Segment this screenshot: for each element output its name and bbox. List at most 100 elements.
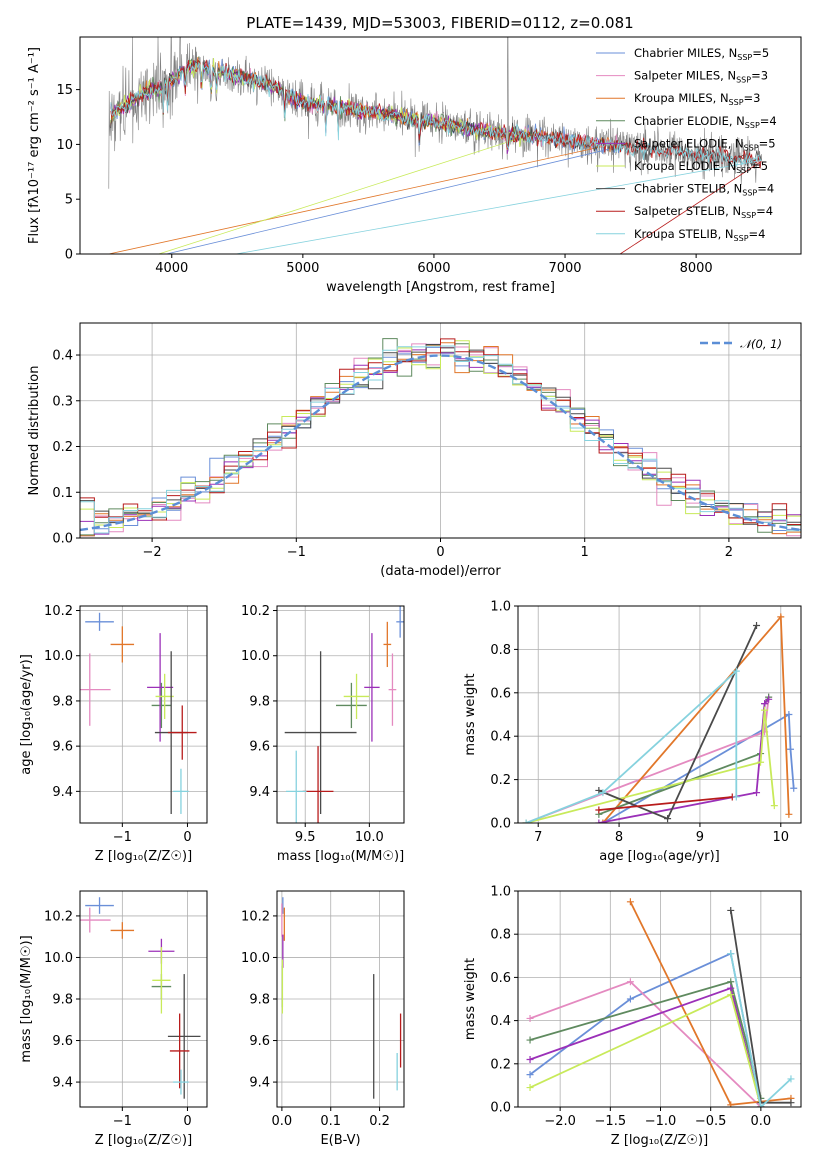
x-tick-label: −1.5 (595, 1114, 627, 1129)
series-line (525, 696, 770, 823)
legend-entry: Chabrier ELODIE, NSSP=4 (634, 114, 777, 130)
y-axis-label: mass weight (463, 673, 478, 755)
series-line (598, 625, 758, 820)
error-point (302, 746, 334, 823)
axes-box (79, 605, 208, 824)
x-axis-label: mass [log₁₀(M/M☉)] (277, 849, 404, 864)
series-marker (599, 819, 607, 823)
figure-title: PLATE=1439, MJD=53003, FIBERID=0112, z=0… (246, 14, 633, 32)
x-tick-label: 10 (773, 830, 790, 845)
y-tick-label: 0.8 (490, 928, 511, 943)
legend-entry: Salpeter ELODIE, NSSP=5 (634, 136, 776, 152)
series-marker (757, 1103, 765, 1107)
y-tick-label: 9.4 (52, 785, 73, 800)
series-line (529, 980, 762, 1099)
error-point (364, 633, 380, 742)
legend-entry: Kroupa MILES, NSSP=3 (634, 91, 760, 107)
weight-series (595, 695, 773, 823)
y-tick-label: 0.0 (52, 532, 73, 547)
series-marker (526, 1014, 534, 1022)
y-tick-label: 10.2 (44, 604, 73, 619)
x-tick-label: −0.5 (695, 1114, 727, 1129)
error-point (85, 897, 114, 914)
legend-entry: Salpeter MILES, NSSP=3 (634, 69, 768, 85)
y-tick-label: 0.2 (490, 1057, 511, 1072)
series-marker (753, 622, 761, 630)
legend-entry: Chabrier STELIB, NSSP=4 (634, 182, 774, 198)
series-marker (753, 789, 761, 797)
residual-histogram (80, 340, 801, 528)
panel-residuals: −2 −1 0 1 2 0.0 0.1 0.2 0.3 0.4 (data-model)/error… (27, 322, 802, 579)
weight-series (526, 991, 765, 1107)
x-tick-label: 0.0 (751, 1114, 772, 1129)
x-tick-label: 8 (615, 830, 623, 845)
panel-age-vs-mass: 9.5 10.0 9.4 9.6 9.8 10.0 10.2 mass [log₁₀(M/M☉… (241, 604, 405, 864)
panel-mass-vs-EBV: 0.0 0.1 0.2 9.4 9.6 9.8 10.0 10.2 E(B-V) (241, 890, 405, 1148)
axes-frame: −1 0 9.4 9.6 9.8 10.0 10.2 Z [log₁₀(Z/Z☉)] mass … (19, 890, 208, 1148)
legend-entry: Kroupa STELIB, NSSP=4 (634, 227, 765, 243)
error-point (167, 974, 201, 1099)
x-tick-label: 6000 (417, 261, 450, 276)
y-tick-label: 9.4 (249, 785, 270, 800)
y-tick-label: 0 (65, 248, 73, 263)
x-tick-label: 1 (581, 545, 589, 560)
series-marker (770, 802, 778, 810)
series-marker (785, 810, 793, 818)
x-axis-label: Z [log₁₀(Z/Z☉)] (95, 1133, 192, 1148)
axes-frame: −2 −1 0 1 2 0.0 0.1 0.2 0.3 0.4 (data-model)/error… (27, 322, 802, 579)
axes-frame: −1 0 9.4 9.6 9.8 10.0 10.2 Z [log₁₀(Z/Z☉)] age [… (19, 604, 208, 864)
weight-series (526, 978, 765, 1107)
y-tick-label: 9.8 (249, 993, 270, 1008)
y-axis-label: mass [log₁₀(M/M☉)] (19, 935, 34, 1062)
series-marker (522, 819, 530, 823)
y-axis-label: age [log₁₀(age/yr)] (19, 654, 34, 775)
error-point (80, 653, 111, 726)
legend: Chabrier MILES, NSSP=5 Salpeter MILES, NS… (596, 46, 777, 243)
series-marker (727, 991, 735, 999)
x-tick-label: 0.2 (369, 1114, 390, 1129)
error-point (343, 673, 370, 720)
series-marker (626, 978, 634, 986)
y-tick-label: 9.6 (249, 740, 270, 755)
y-tick-label: 0.6 (490, 686, 511, 701)
x-axis-label: Z [log₁₀(Z/Z☉)] (611, 1133, 708, 1148)
weight-series (526, 984, 765, 1107)
x-tick-label: −1 (113, 830, 132, 845)
weight-series (595, 622, 761, 823)
x-tick-label: 4000 (155, 261, 188, 276)
y-tick-label: 0.3 (52, 394, 73, 409)
series-marker (664, 815, 672, 823)
error-point (167, 705, 197, 760)
y-tick-label: 9.8 (249, 694, 270, 709)
x-tick-label: −1.0 (645, 1114, 677, 1129)
series-line (729, 953, 792, 1107)
x-tick-label: 0 (183, 1114, 191, 1129)
axes-frame: 9.5 10.0 9.4 9.6 9.8 10.0 10.2 mass [log₁₀(M/M☉… (241, 604, 405, 864)
series-marker (526, 1071, 534, 1079)
series-marker (727, 984, 735, 992)
legend-entry: Kroupa ELODIE, NSSP=5 (634, 159, 768, 175)
y-tick-label: 0.4 (490, 730, 511, 745)
error-point (173, 768, 189, 814)
residual-histogram (80, 345, 801, 534)
y-tick-label: 10.0 (44, 649, 73, 664)
weight-series (522, 667, 740, 823)
plot-area (284, 606, 404, 823)
series-marker (626, 995, 634, 1003)
y-tick-label: 10.2 (241, 909, 270, 924)
error-point (147, 633, 174, 742)
series-line (525, 669, 738, 823)
series-marker (790, 784, 798, 792)
series-marker (787, 1075, 795, 1083)
panel-massweight-vs-Z: −2.0 −1.5 −1.0 −0.5 0.0 0.0 0.2 0.4 0.6 0.8 1.0 Z [… (463, 885, 802, 1148)
y-tick-label: 10.2 (44, 909, 73, 924)
series-marker (761, 700, 769, 708)
y-tick-label: 10 (56, 138, 73, 153)
series-marker (786, 745, 794, 753)
y-tick-label: 10.0 (241, 649, 270, 664)
series-line (598, 796, 733, 811)
legend-entry: Salpeter STELIB, NSSP=4 (634, 204, 773, 220)
axes-frame: 7 8 9 10 0.0 0.2 0.4 0.6 0.8 1.0 age [log₁₀(age/yr… (463, 600, 802, 864)
y-tick-label: 1.0 (490, 885, 511, 900)
axes-box (276, 605, 405, 824)
